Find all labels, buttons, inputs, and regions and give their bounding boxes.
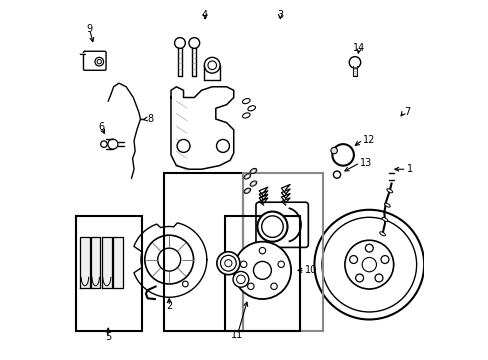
Circle shape	[247, 283, 254, 289]
Circle shape	[236, 275, 244, 284]
Ellipse shape	[247, 106, 255, 111]
Text: 9: 9	[86, 24, 92, 35]
FancyBboxPatch shape	[83, 51, 106, 70]
Circle shape	[97, 59, 101, 64]
Circle shape	[348, 57, 360, 68]
Circle shape	[182, 281, 188, 287]
Circle shape	[233, 271, 248, 287]
Bar	[76, 216, 142, 330]
Circle shape	[217, 252, 239, 275]
Circle shape	[380, 256, 388, 264]
Circle shape	[177, 139, 190, 152]
Circle shape	[365, 244, 372, 252]
Ellipse shape	[242, 113, 249, 118]
Circle shape	[374, 274, 382, 282]
Circle shape	[330, 147, 337, 154]
Text: 4: 4	[202, 10, 208, 20]
Circle shape	[144, 235, 193, 284]
FancyBboxPatch shape	[255, 202, 308, 247]
Text: 12: 12	[362, 135, 374, 145]
Circle shape	[233, 242, 290, 299]
Circle shape	[344, 240, 393, 289]
Text: 7: 7	[403, 107, 409, 117]
Circle shape	[261, 216, 283, 237]
Circle shape	[174, 38, 185, 48]
Circle shape	[355, 274, 363, 282]
Circle shape	[270, 283, 277, 289]
Circle shape	[333, 171, 340, 178]
Text: 14: 14	[352, 43, 365, 53]
Circle shape	[349, 256, 357, 264]
Circle shape	[240, 261, 246, 267]
Circle shape	[259, 247, 265, 254]
Text: 8: 8	[147, 114, 153, 124]
Polygon shape	[80, 237, 89, 288]
Bar	[163, 173, 242, 330]
Text: 6: 6	[98, 122, 104, 132]
Text: 11: 11	[231, 330, 243, 340]
Circle shape	[204, 57, 220, 73]
Circle shape	[95, 57, 103, 66]
Circle shape	[253, 261, 271, 279]
Circle shape	[108, 139, 118, 149]
Circle shape	[257, 212, 287, 242]
Text: 10: 10	[304, 265, 316, 275]
Ellipse shape	[386, 189, 392, 193]
Ellipse shape	[250, 169, 255, 173]
Ellipse shape	[244, 188, 250, 193]
Bar	[242, 173, 323, 330]
Text: 5: 5	[105, 332, 111, 342]
Ellipse shape	[250, 181, 256, 186]
Circle shape	[188, 38, 199, 48]
Circle shape	[224, 260, 231, 267]
Ellipse shape	[244, 174, 250, 179]
Circle shape	[362, 257, 376, 272]
Text: 3: 3	[277, 10, 283, 20]
Bar	[224, 216, 300, 330]
Ellipse shape	[381, 217, 387, 221]
Ellipse shape	[250, 182, 255, 185]
Circle shape	[158, 248, 180, 271]
Polygon shape	[113, 237, 123, 288]
Ellipse shape	[384, 203, 389, 207]
Circle shape	[101, 141, 107, 147]
Ellipse shape	[379, 232, 385, 236]
Ellipse shape	[250, 168, 256, 174]
Circle shape	[207, 61, 216, 69]
Circle shape	[220, 255, 236, 271]
Text: 13: 13	[359, 158, 371, 168]
Text: 1: 1	[406, 164, 412, 174]
Ellipse shape	[244, 189, 249, 193]
Polygon shape	[91, 237, 100, 288]
Circle shape	[321, 217, 416, 312]
Circle shape	[216, 139, 229, 152]
Ellipse shape	[242, 99, 249, 104]
Text: 2: 2	[166, 301, 172, 311]
Ellipse shape	[244, 175, 249, 178]
Circle shape	[314, 210, 423, 319]
Circle shape	[332, 144, 353, 166]
Polygon shape	[102, 237, 112, 288]
Circle shape	[277, 261, 284, 267]
